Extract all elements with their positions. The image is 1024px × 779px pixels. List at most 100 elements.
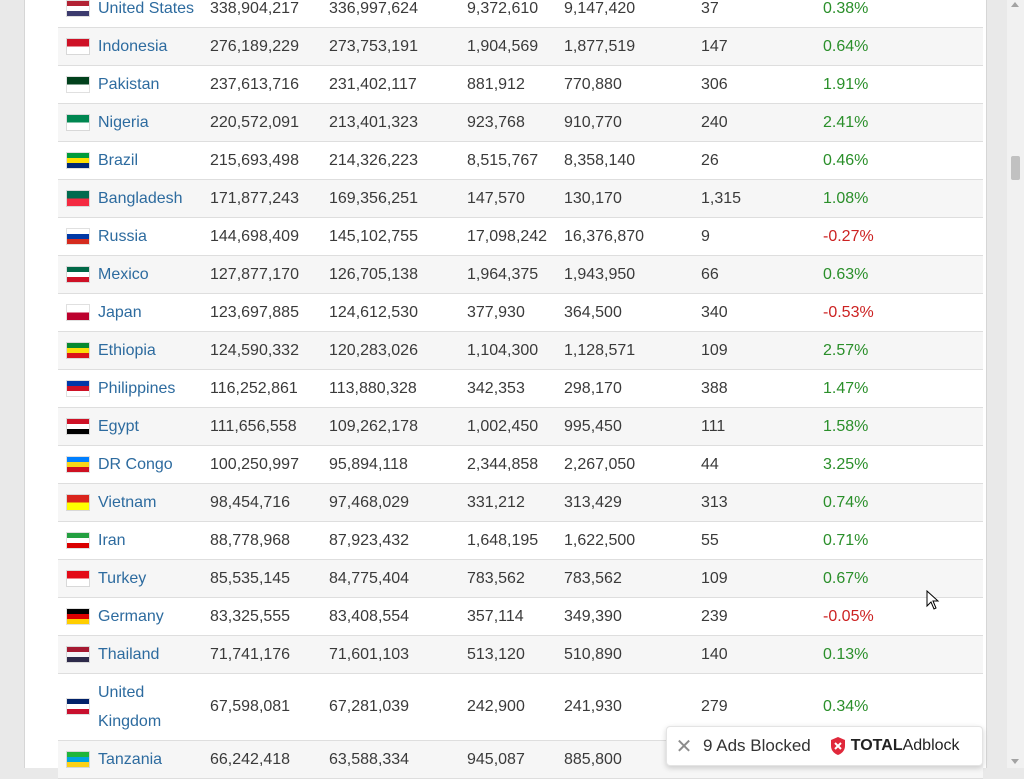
- country-link[interactable]: Mexico: [98, 266, 149, 283]
- country-cell: Turkey: [98, 559, 210, 598]
- population-2022-cell: 84,775,404: [329, 559, 467, 598]
- area-cell: 513,120: [467, 635, 564, 674]
- density-cell: 37: [701, 0, 823, 28]
- country-link[interactable]: Turkey: [98, 570, 147, 587]
- area-cell: 1,104,300: [467, 331, 564, 370]
- scroll-down-arrow-icon[interactable]: [1011, 759, 1019, 764]
- country-link[interactable]: DR Congo: [98, 456, 173, 473]
- table-row: Brazil 215,693,498 214,326,223 8,515,767 8,3…: [58, 141, 983, 180]
- density-cell: 55: [701, 521, 823, 560]
- land-area-cell: 1,128,571: [564, 331, 701, 370]
- table-row: Philippines 116,252,861 113,880,328 342,353…: [58, 369, 983, 408]
- population-2022-cell: 120,283,026: [329, 331, 467, 370]
- country-link[interactable]: Ethiopia: [98, 342, 156, 359]
- trailing-cell: [933, 331, 983, 370]
- population-2022-cell: 97,468,029: [329, 483, 467, 522]
- land-area-cell: 510,890: [564, 635, 701, 674]
- scrollbar-thumb[interactable]: [1011, 156, 1020, 180]
- country-link[interactable]: Bangladesh: [98, 190, 183, 207]
- land-area-cell: 130,170: [564, 179, 701, 218]
- mexico-flag-icon: [67, 266, 89, 282]
- area-cell: 1,904,569: [467, 27, 564, 66]
- land-area-cell: 9,147,420: [564, 0, 701, 28]
- trailing-cell: [933, 521, 983, 560]
- growth-rate-cell: 0.64%: [823, 27, 933, 66]
- adblock-brand[interactable]: TOTAL Adblock: [829, 736, 960, 756]
- growth-rate-cell: 2.41%: [823, 103, 933, 142]
- population-2023-cell: 171,877,243: [210, 179, 329, 218]
- trailing-cell: [933, 217, 983, 256]
- table-row: United States 338,904,217 336,997,624 9,372…: [58, 0, 983, 28]
- trailing-cell: [933, 179, 983, 218]
- flag-cell: [58, 141, 98, 180]
- land-area-cell: 1,877,519: [564, 27, 701, 66]
- area-cell: 945,087: [467, 740, 564, 779]
- density-cell: 340: [701, 293, 823, 332]
- philippines-flag-icon: [67, 380, 89, 396]
- density-cell: 66: [701, 255, 823, 294]
- area-cell: 1,964,375: [467, 255, 564, 294]
- country-link[interactable]: Indonesia: [98, 38, 168, 55]
- population-2023-cell: 215,693,498: [210, 141, 329, 180]
- table-row: Vietnam 98,454,716 97,468,029 331,212 313,42…: [58, 483, 983, 522]
- growth-rate-cell: 0.74%: [823, 483, 933, 522]
- population-2023-cell: 116,252,861: [210, 369, 329, 408]
- country-cell: Pakistan: [98, 65, 210, 104]
- mouse-cursor-icon: [926, 590, 940, 610]
- country-link[interactable]: Japan: [98, 304, 142, 321]
- population-2023-cell: 123,697,885: [210, 293, 329, 332]
- land-area-cell: 995,450: [564, 407, 701, 446]
- country-cell: Russia: [98, 217, 210, 256]
- country-cell: Egypt: [98, 407, 210, 446]
- country-link[interactable]: Egypt: [98, 418, 139, 435]
- country-link[interactable]: Philippines: [98, 380, 176, 397]
- land-area-cell: 910,770: [564, 103, 701, 142]
- density-cell: 140: [701, 635, 823, 674]
- country-cell: Brazil: [98, 141, 210, 180]
- scroll-up-arrow-icon[interactable]: [1011, 2, 1019, 7]
- flag-cell: [58, 559, 98, 598]
- trailing-cell: [933, 255, 983, 294]
- population-2022-cell: 124,612,530: [329, 293, 467, 332]
- close-icon[interactable]: ✕: [675, 735, 693, 758]
- trailing-cell: [933, 27, 983, 66]
- population-2023-cell: 67,598,081: [210, 673, 329, 741]
- table-row: Mexico 127,877,170 126,705,138 1,964,375 1,9…: [58, 255, 983, 294]
- growth-rate-cell: 0.63%: [823, 255, 933, 294]
- table-row: DR Congo 100,250,997 95,894,118 2,344,858 2,…: [58, 445, 983, 484]
- density-cell: 388: [701, 369, 823, 408]
- country-link[interactable]: Russia: [98, 228, 147, 245]
- trailing-cell: [933, 483, 983, 522]
- country-link[interactable]: United States: [98, 0, 195, 17]
- country-cell: Nigeria: [98, 103, 210, 142]
- density-cell: 44: [701, 445, 823, 484]
- scrollbar[interactable]: [1007, 0, 1024, 768]
- country-link[interactable]: United Kingdom: [98, 684, 162, 730]
- population-2022-cell: 87,923,432: [329, 521, 467, 560]
- uk-flag-icon: [67, 699, 89, 715]
- country-cell: Germany: [98, 597, 210, 636]
- japan-flag-icon: [67, 304, 89, 320]
- table-row: Nigeria 220,572,091 213,401,323 923,768 910,…: [58, 103, 983, 142]
- country-link[interactable]: Nigeria: [98, 114, 149, 131]
- trailing-cell: [933, 369, 983, 408]
- country-link[interactable]: Iran: [98, 532, 126, 549]
- country-link[interactable]: Brazil: [98, 152, 139, 169]
- trailing-cell: [933, 407, 983, 446]
- flag-cell: [58, 483, 98, 522]
- country-link[interactable]: Thailand: [98, 646, 160, 663]
- density-cell: 239: [701, 597, 823, 636]
- flag-cell: [58, 445, 98, 484]
- density-cell: 26: [701, 141, 823, 180]
- density-cell: 240: [701, 103, 823, 142]
- population-2023-cell: 88,778,968: [210, 521, 329, 560]
- country-link[interactable]: Tanzania: [98, 751, 163, 768]
- country-link[interactable]: Pakistan: [98, 76, 160, 93]
- vietnam-flag-icon: [67, 494, 89, 510]
- density-cell: 1,315: [701, 179, 823, 218]
- country-link[interactable]: Germany: [98, 608, 164, 625]
- flag-cell: [58, 0, 98, 28]
- area-cell: 8,515,767: [467, 141, 564, 180]
- country-link[interactable]: Vietnam: [98, 494, 157, 511]
- area-cell: 377,930: [467, 293, 564, 332]
